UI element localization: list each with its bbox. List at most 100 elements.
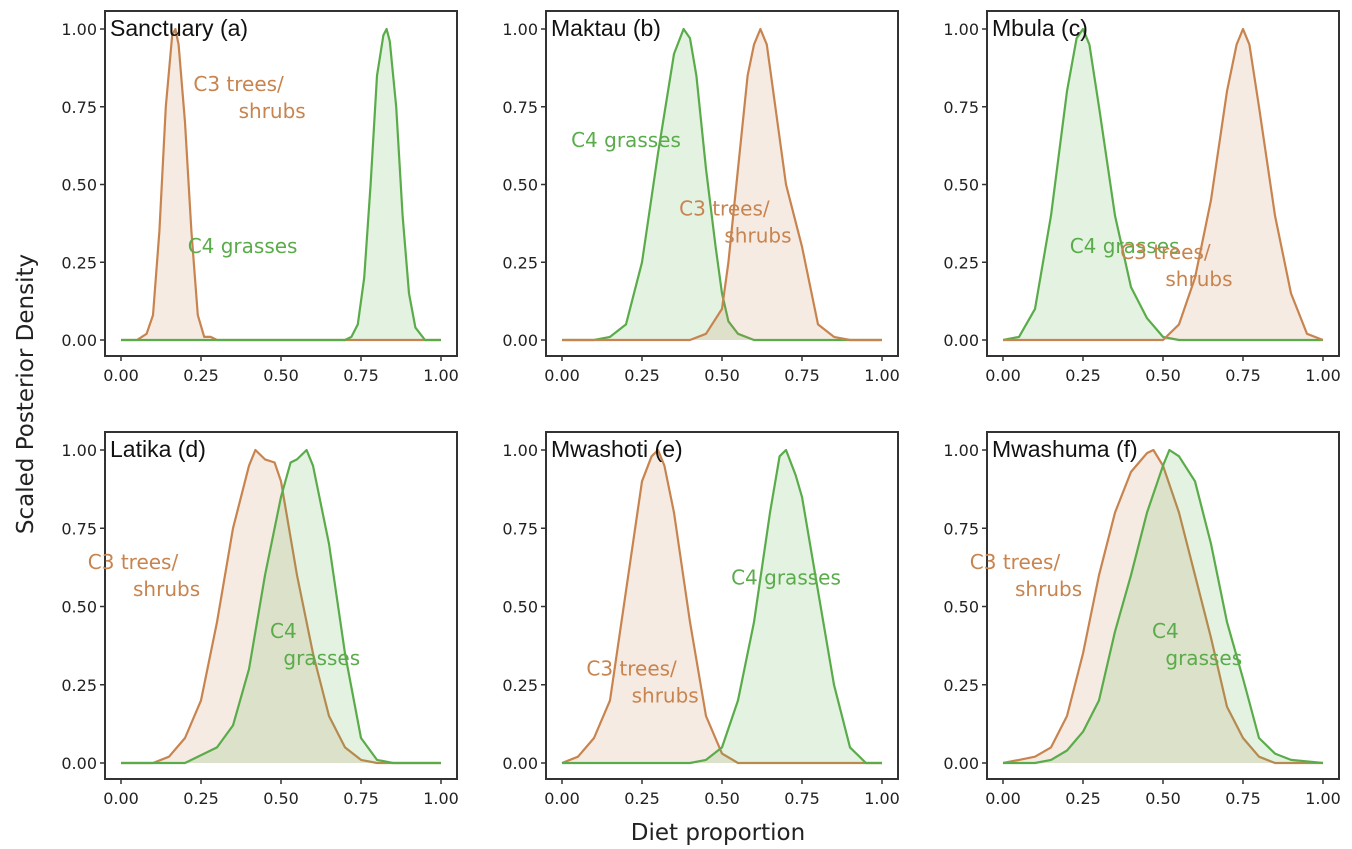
c4-density-area — [121, 450, 441, 763]
y-tick-label: 0.75 — [502, 519, 538, 538]
x-tick-label: 0.75 — [343, 789, 379, 808]
series-label-line: C3 trees/ — [88, 550, 179, 574]
x-tick-label: 0.75 — [1225, 789, 1261, 808]
c4-density-line — [562, 448, 882, 765]
c3-density-area — [562, 450, 882, 763]
y-tick-label: 1.00 — [61, 441, 97, 460]
c3-density-line — [1003, 27, 1324, 342]
x-tick-label: 0.75 — [784, 366, 820, 385]
y-tick-label: 1.00 — [943, 441, 979, 460]
x-tick-label: 0.25 — [1065, 366, 1101, 385]
c4-density-line — [121, 448, 441, 765]
c3-series-label: C3 trees/shrubs — [970, 550, 1082, 601]
panel-title: Mwashuma (f) — [992, 436, 1138, 462]
x-tick-label: 0.25 — [1065, 789, 1101, 808]
c4-series-label: C4 grasses — [571, 128, 681, 152]
y-tick-label: 0.75 — [61, 98, 97, 117]
x-tick-label: 0.50 — [1145, 789, 1181, 808]
c3-series-label: C3 trees/shrubs — [586, 656, 698, 707]
panel-1: 0.00 0.25 0.50 0.75 1.00 0.00 0.25 0.50 0.75 1.00… — [61, 10, 459, 385]
x-tick-label: 0.50 — [263, 366, 299, 385]
y-tick-label: 0.25 — [502, 676, 538, 695]
x-tick-label: 0.25 — [183, 789, 219, 808]
series-label-line: shrubs — [724, 224, 791, 248]
panel-title: Maktau (b) — [551, 15, 661, 41]
y-tick-label: 1.00 — [502, 441, 538, 460]
c3-density-area — [1003, 29, 1323, 340]
y-axis-title: Scaled Posterior Density — [13, 254, 39, 534]
x-tick-label: 1.00 — [864, 789, 900, 808]
series-label-line: grasses — [283, 646, 360, 670]
y-tick-label: 0.25 — [61, 253, 97, 272]
x-tick-label: 0.00 — [544, 366, 580, 385]
series-label-line: shrubs — [239, 99, 306, 123]
y-tick-label: 0.50 — [502, 176, 538, 195]
c4-series-label: C4 grasses — [1070, 234, 1180, 258]
y-tick-label: 0.25 — [943, 676, 979, 695]
y-tick-label: 0.50 — [61, 176, 97, 195]
c4-series-label: C4 grasses — [188, 234, 298, 258]
series-label-line: shrubs — [1015, 577, 1082, 601]
x-tick-label: 0.00 — [103, 366, 139, 385]
c3-density-area — [1003, 450, 1323, 763]
c3-density-line — [561, 448, 882, 765]
c3-density-line — [562, 27, 882, 342]
y-tick-label: 0.50 — [943, 598, 979, 617]
series-label-line: C4 grasses — [188, 234, 298, 258]
c3-series-label: C3 trees/shrubs — [88, 550, 200, 601]
x-axis-title: Diet proportion — [631, 820, 805, 846]
c4-series-label: C4 grasses — [1152, 619, 1242, 670]
c4-density-area — [1003, 450, 1323, 763]
panel-6: 0.00 0.25 0.50 0.75 1.00 0.00 0.25 0.50 0.75 1.00… — [943, 431, 1341, 808]
series-label-line: C3 trees/ — [970, 550, 1061, 574]
y-tick-label: 0.00 — [61, 331, 97, 350]
x-tick-label: 0.00 — [103, 789, 139, 808]
c3-density-area — [121, 29, 441, 340]
x-tick-label: 0.50 — [704, 366, 740, 385]
x-tick-label: 1.00 — [1305, 789, 1341, 808]
series-label-line: C4 — [1152, 619, 1179, 643]
x-tick-label: 1.00 — [1305, 366, 1341, 385]
x-tick-label: 0.25 — [624, 789, 660, 808]
series-label-line: C3 trees/ — [1120, 240, 1211, 264]
x-tick-label: 1.00 — [864, 366, 900, 385]
panel-title: Mwashoti (e) — [551, 436, 683, 462]
c4-series-label: C4 grasses — [270, 619, 360, 670]
x-tick-label: 0.75 — [1225, 366, 1261, 385]
series-label-line: C3 trees/ — [193, 72, 284, 96]
x-tick-label: 0.50 — [263, 789, 299, 808]
c3-density-line — [1002, 448, 1323, 765]
y-tick-label: 0.75 — [61, 519, 97, 538]
y-tick-label: 0.50 — [502, 598, 538, 617]
c3-density-line — [121, 448, 441, 765]
series-label-line: C4 grasses — [1070, 234, 1180, 258]
panel-4: 0.00 0.25 0.50 0.75 1.00 0.00 0.25 0.50 0.75 1.00… — [61, 431, 459, 808]
x-tick-label: 0.75 — [784, 789, 820, 808]
x-tick-label: 0.50 — [1145, 366, 1181, 385]
y-tick-label: 0.00 — [502, 331, 538, 350]
series-label-line: shrubs — [1165, 267, 1232, 291]
y-tick-label: 0.00 — [61, 754, 97, 773]
y-tick-label: 1.00 — [61, 20, 97, 39]
series-label-line: C4 grasses — [571, 128, 681, 152]
y-tick-label: 0.25 — [502, 253, 538, 272]
y-tick-label: 0.75 — [943, 98, 979, 117]
c4-density-area — [1003, 29, 1323, 340]
y-tick-label: 0.25 — [61, 676, 97, 695]
y-tick-label: 0.00 — [943, 754, 979, 773]
series-label-line: grasses — [1165, 646, 1242, 670]
y-tick-label: 0.00 — [943, 331, 979, 350]
y-tick-label: 1.00 — [502, 20, 538, 39]
c3-series-label: C3 trees/shrubs — [679, 197, 791, 248]
c4-density-area — [562, 450, 882, 763]
panel-title: Sanctuary (a) — [110, 15, 248, 41]
c4-density-line — [121, 27, 441, 342]
y-tick-label: 0.50 — [61, 598, 97, 617]
x-tick-label: 0.00 — [985, 366, 1021, 385]
x-tick-label: 0.25 — [624, 366, 660, 385]
series-label-line: C4 — [270, 619, 297, 643]
panel-2: 0.00 0.25 0.50 0.75 1.00 0.00 0.25 0.50 0.75 1.00… — [502, 10, 900, 385]
y-tick-label: 0.75 — [502, 98, 538, 117]
x-tick-label: 0.00 — [985, 789, 1021, 808]
